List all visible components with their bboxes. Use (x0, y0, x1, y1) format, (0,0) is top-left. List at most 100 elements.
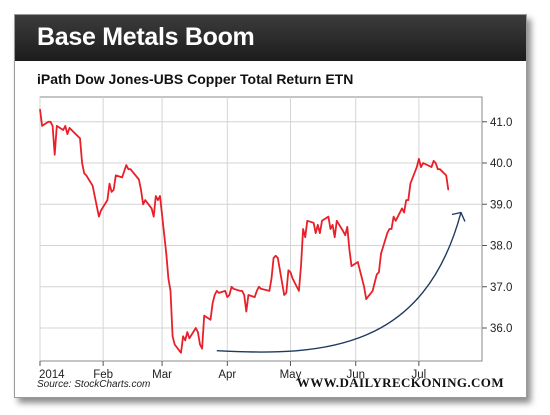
data-point (167, 277, 169, 280)
data-point (292, 277, 294, 280)
data-point (420, 166, 422, 168)
data-point (169, 290, 172, 292)
data-point (182, 335, 184, 337)
price-chart: 36.0 37.0 38.0 39.0 40.0 41.0 2014 Feb Mar Apr May… (39, 96, 512, 381)
chart-panel: Base Metals Boom iPath Dow Jones-UBS Cop… (14, 14, 527, 398)
data-point (319, 232, 321, 234)
series-layer (39, 108, 450, 354)
data-point (113, 189, 115, 191)
data-point (329, 228, 332, 230)
data-point (174, 343, 176, 346)
data-point (127, 168, 129, 170)
source-note: Source: StockCharts.com (37, 379, 151, 390)
data-point (172, 335, 174, 337)
data-point (336, 220, 338, 222)
trend-arrow (216, 212, 462, 353)
plot-area (39, 96, 483, 362)
data-point (313, 222, 315, 224)
data-point (239, 290, 241, 292)
data-point (403, 211, 405, 214)
data-point (68, 127, 71, 129)
data-point (289, 271, 292, 273)
data-point (395, 220, 397, 222)
data-point (447, 189, 449, 191)
data-point (123, 170, 125, 172)
data-point (277, 257, 279, 259)
data-point (439, 168, 441, 170)
data-point (378, 271, 380, 273)
y-tick-label: 41.0 (490, 117, 512, 129)
data-point (49, 121, 52, 123)
data-point (416, 166, 418, 168)
data-point (287, 269, 289, 271)
annotation-layer (216, 211, 466, 353)
data-point (300, 265, 302, 267)
data-point (365, 298, 367, 300)
data-point (422, 162, 424, 164)
axis-ticks (39, 121, 487, 366)
data-point (376, 273, 378, 275)
data-point (201, 348, 203, 350)
data-point (405, 199, 407, 201)
data-point (430, 166, 433, 168)
data-point (226, 296, 228, 298)
data-point (85, 174, 87, 176)
data-point (151, 207, 153, 209)
data-point (111, 191, 113, 193)
data-point (100, 209, 102, 211)
data-point (115, 174, 117, 176)
data-point (41, 125, 43, 127)
data-point (435, 162, 437, 164)
data-point (216, 290, 218, 292)
data-point (108, 183, 111, 185)
x-tick-label: Jun (346, 369, 365, 381)
data-point (342, 230, 344, 232)
data-point (197, 331, 199, 333)
x-tick-label: Jul (412, 369, 427, 381)
data-point (241, 290, 243, 292)
data-point (245, 310, 247, 313)
series-line (39, 109, 450, 354)
data-point (260, 288, 262, 290)
data-point (334, 236, 336, 238)
data-point (332, 224, 334, 226)
data-point (66, 133, 68, 135)
data-point (203, 315, 205, 317)
data-point (228, 294, 230, 296)
data-point (98, 216, 100, 218)
data-point (47, 121, 50, 123)
data-point (165, 253, 167, 255)
grid-lines (39, 97, 482, 361)
data-point (437, 168, 439, 170)
data-point (409, 183, 411, 185)
data-point (247, 294, 249, 296)
data-point (96, 205, 98, 207)
y-tick-label: 36.0 (490, 323, 512, 335)
data-point (363, 286, 365, 288)
axis-labels: 36.0 37.0 38.0 39.0 40.0 41.0 2014 Feb Mar Apr May… (39, 117, 512, 381)
x-tick-label: May (280, 369, 302, 381)
data-point (361, 277, 363, 280)
data-point (186, 331, 188, 333)
data-point (380, 253, 382, 255)
data-point (243, 294, 245, 296)
y-tick-label: 39.0 (490, 199, 512, 211)
data-point (153, 216, 155, 218)
data-point (374, 282, 376, 284)
data-point (268, 290, 270, 292)
data-point (209, 319, 212, 321)
data-point (304, 236, 306, 238)
brand-url: WWW.DAILYRECKONING.COM (296, 375, 504, 390)
data-point (401, 207, 403, 209)
data-point (81, 162, 83, 164)
data-point (52, 125, 54, 127)
data-point (321, 220, 323, 222)
y-tick-label: 40.0 (490, 158, 512, 170)
data-point (188, 337, 190, 339)
data-point (273, 257, 275, 259)
data-point (195, 327, 197, 329)
data-point (106, 199, 108, 201)
data-point (129, 168, 132, 170)
data-point (317, 224, 319, 226)
data-point (62, 129, 64, 131)
